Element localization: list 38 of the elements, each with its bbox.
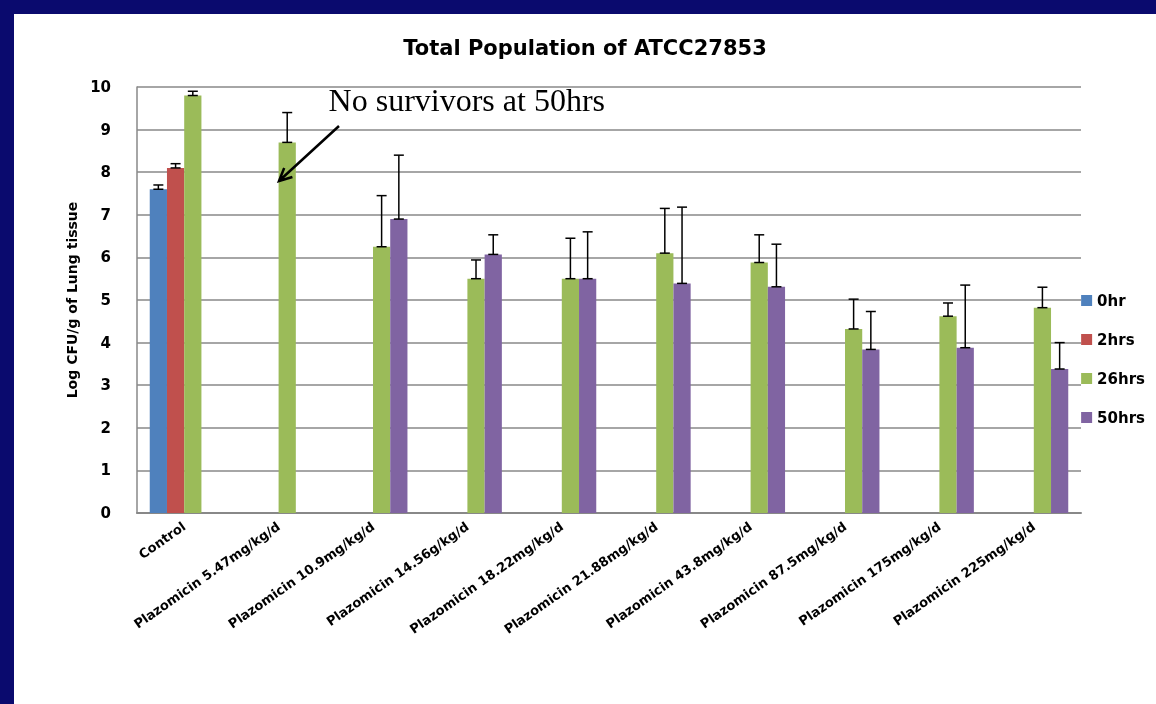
- bar: [750, 262, 768, 513]
- chart-title: Total Population of ATCC27853: [403, 35, 767, 60]
- legend-label: 50hrs: [1097, 408, 1146, 427]
- annotation: No survivors at 50hrs: [328, 81, 606, 118]
- bar: [939, 316, 957, 513]
- bar: [166, 167, 185, 513]
- bar: [390, 219, 408, 513]
- bar: [149, 189, 167, 513]
- bar: [561, 278, 580, 513]
- bar: [579, 278, 597, 513]
- bar: [1033, 307, 1052, 513]
- y-tick-label: 5: [100, 291, 111, 309]
- y-tick-label: 6: [100, 248, 111, 267]
- y-axis-title: Log CFU/g of Lung tissue: [64, 201, 81, 399]
- legend-label: 2hrs: [1097, 330, 1135, 349]
- bar: [484, 254, 502, 513]
- bar: [845, 328, 863, 513]
- y-tick-label: 8: [100, 163, 111, 182]
- bar: [278, 142, 296, 513]
- bar: [956, 347, 974, 513]
- legend-label: 26hrs: [1097, 369, 1146, 388]
- bar: [862, 349, 880, 513]
- bar: [467, 278, 485, 513]
- bar: [767, 286, 786, 513]
- y-tick-label: 9: [100, 120, 111, 139]
- y-tick-label: 1: [100, 461, 111, 480]
- bar: [673, 283, 691, 513]
- legend-label: 0hr: [1097, 291, 1127, 310]
- y-tick-label: 2: [100, 418, 111, 437]
- y-tick-label: 4: [100, 333, 111, 352]
- y-tick-label: 3: [100, 376, 111, 395]
- bar: [184, 95, 202, 513]
- bar: [373, 246, 391, 513]
- bar: [1051, 369, 1069, 513]
- bar: [656, 253, 674, 513]
- y-tick-label: 7: [100, 205, 111, 224]
- y-tick-label: 0: [100, 504, 111, 522]
- y-tick-label: 10: [90, 78, 111, 96]
